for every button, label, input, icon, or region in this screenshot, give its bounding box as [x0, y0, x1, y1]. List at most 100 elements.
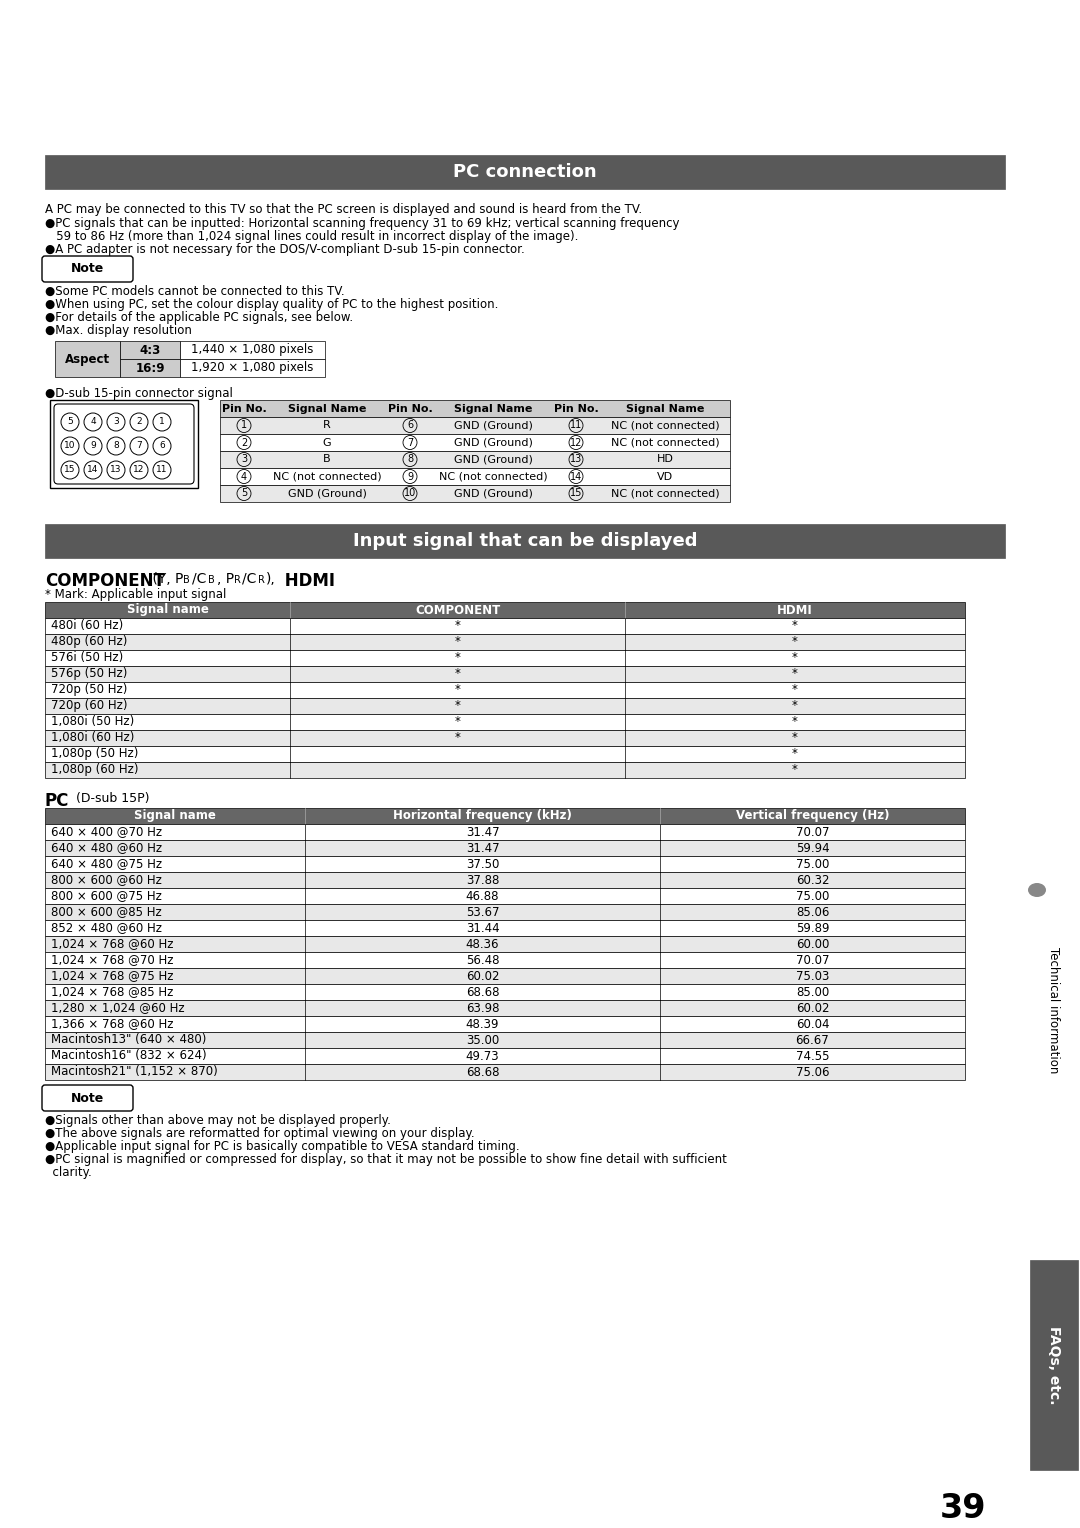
Text: /C: /C: [192, 571, 206, 587]
Bar: [45, 872, 966, 888]
Bar: [45, 666, 966, 681]
Bar: [45, 856, 966, 872]
Bar: [45, 937, 966, 952]
Text: 31.44: 31.44: [465, 921, 499, 935]
Text: 66.67: 66.67: [796, 1033, 829, 1047]
Bar: [45, 920, 966, 937]
FancyBboxPatch shape: [42, 257, 133, 283]
Text: FAQs, etc.: FAQs, etc.: [1047, 1326, 1061, 1404]
Text: Macintosh13" (640 × 480): Macintosh13" (640 × 480): [51, 1033, 206, 1047]
Text: GND (Ground): GND (Ground): [287, 489, 366, 498]
Bar: [180, 359, 325, 377]
Bar: [45, 1048, 966, 1063]
Text: 4: 4: [241, 472, 247, 481]
Text: Pin No.: Pin No.: [388, 403, 432, 414]
Text: 5: 5: [241, 489, 247, 498]
Text: HDMI: HDMI: [778, 604, 813, 616]
Text: PC connection: PC connection: [454, 163, 597, 180]
Bar: [45, 617, 966, 634]
Text: 11: 11: [570, 420, 582, 431]
Text: ●Signals other than above may not be displayed properly.: ●Signals other than above may not be dis…: [45, 1114, 391, 1128]
Text: 1,080i (50 Hz): 1,080i (50 Hz): [51, 715, 134, 729]
Bar: [45, 808, 966, 824]
Text: *: *: [455, 715, 460, 729]
Text: /C: /C: [242, 571, 256, 587]
Text: *: *: [792, 619, 798, 633]
Text: 85.00: 85.00: [796, 986, 829, 998]
Text: 13: 13: [570, 454, 582, 465]
Text: 9: 9: [90, 442, 96, 451]
Text: Vertical frequency (Hz): Vertical frequency (Hz): [735, 810, 889, 822]
Text: *: *: [792, 683, 798, 697]
Text: GND (Ground): GND (Ground): [454, 437, 532, 448]
Text: 75.00: 75.00: [796, 889, 829, 903]
Text: 800 × 600 @75 Hz: 800 × 600 @75 Hz: [51, 889, 162, 903]
Text: 31.47: 31.47: [465, 825, 499, 839]
Bar: [45, 730, 966, 746]
Text: Signal name: Signal name: [126, 604, 208, 616]
Text: HDMI: HDMI: [279, 571, 335, 590]
Bar: [45, 649, 966, 666]
Text: 37.50: 37.50: [465, 857, 499, 871]
Text: 1,080i (60 Hz): 1,080i (60 Hz): [51, 732, 134, 744]
Text: 1,366 × 768 @60 Hz: 1,366 × 768 @60 Hz: [51, 1018, 174, 1030]
Text: ●When using PC, set the colour display quality of PC to the highest position.: ●When using PC, set the colour display q…: [45, 298, 498, 312]
Bar: [45, 1016, 966, 1031]
Text: clarity.: clarity.: [45, 1166, 92, 1180]
Text: Horizontal frequency (kHz): Horizontal frequency (kHz): [393, 810, 572, 822]
Text: Macintosh21" (1,152 × 870): Macintosh21" (1,152 × 870): [51, 1065, 218, 1079]
Bar: [45, 824, 966, 840]
FancyBboxPatch shape: [42, 1085, 133, 1111]
Text: 6: 6: [159, 442, 165, 451]
Bar: [45, 905, 966, 920]
Bar: [120, 341, 180, 359]
Text: 1,280 × 1,024 @60 Hz: 1,280 × 1,024 @60 Hz: [51, 1001, 185, 1015]
Text: PC: PC: [45, 792, 69, 810]
Text: ●PC signal is magnified or compressed for display, so that it may not be possibl: ●PC signal is magnified or compressed fo…: [45, 1154, 727, 1166]
Text: 6: 6: [407, 420, 413, 431]
Text: B: B: [208, 575, 215, 585]
Text: 10: 10: [404, 489, 416, 498]
Text: 800 × 600 @60 Hz: 800 × 600 @60 Hz: [51, 874, 162, 886]
Text: R: R: [258, 575, 265, 585]
Text: *: *: [792, 700, 798, 712]
Text: 49.73: 49.73: [465, 1050, 499, 1062]
Text: COMPONENT: COMPONENT: [45, 571, 165, 590]
Text: ●Some PC models cannot be connected to this TV.: ●Some PC models cannot be connected to t…: [45, 286, 345, 298]
Bar: [45, 681, 966, 698]
Text: A PC may be connected to this TV so that the PC screen is displayed and sound is: A PC may be connected to this TV so that…: [45, 203, 643, 215]
Text: ●A PC adapter is not necessary for the DOS/V-compliant D-sub 15-pin connector.: ●A PC adapter is not necessary for the D…: [45, 243, 525, 257]
Bar: [220, 484, 730, 503]
Text: *: *: [792, 715, 798, 729]
Text: 7: 7: [136, 442, 141, 451]
Text: *: *: [455, 651, 460, 665]
Text: 74.55: 74.55: [796, 1050, 829, 1062]
Text: GND (Ground): GND (Ground): [454, 454, 532, 465]
Text: ●For details of the applicable PC signals, see below.: ●For details of the applicable PC signal…: [45, 312, 353, 324]
Text: G: G: [323, 437, 332, 448]
Text: 48.36: 48.36: [465, 938, 499, 950]
Text: 8: 8: [407, 454, 413, 465]
Text: *: *: [455, 732, 460, 744]
Text: 1,024 × 768 @70 Hz: 1,024 × 768 @70 Hz: [51, 953, 174, 967]
Text: 852 × 480 @60 Hz: 852 × 480 @60 Hz: [51, 921, 162, 935]
Text: 85.06: 85.06: [796, 906, 829, 918]
Text: (D-sub 15P): (D-sub 15P): [72, 792, 149, 805]
Text: 31.47: 31.47: [465, 842, 499, 854]
Text: 1,024 × 768 @75 Hz: 1,024 × 768 @75 Hz: [51, 969, 174, 983]
Text: *: *: [792, 636, 798, 648]
Text: * Mark: Applicable input signal: * Mark: Applicable input signal: [45, 588, 227, 601]
Text: 63.98: 63.98: [465, 1001, 499, 1015]
Text: NC (not connected): NC (not connected): [438, 472, 548, 481]
Text: 59 to 86 Hz (more than 1,024 signal lines could result in incorrect display of t: 59 to 86 Hz (more than 1,024 signal line…: [45, 231, 579, 243]
Text: B: B: [183, 575, 190, 585]
Text: 13: 13: [110, 466, 122, 475]
Bar: [45, 999, 966, 1016]
Text: 59.89: 59.89: [796, 921, 829, 935]
Text: 2: 2: [241, 437, 247, 448]
Text: 1,440 × 1,080 pixels: 1,440 × 1,080 pixels: [191, 344, 313, 356]
Text: 75.06: 75.06: [796, 1065, 829, 1079]
Bar: [45, 154, 1005, 189]
Text: 60.02: 60.02: [465, 969, 499, 983]
Text: *: *: [792, 764, 798, 776]
